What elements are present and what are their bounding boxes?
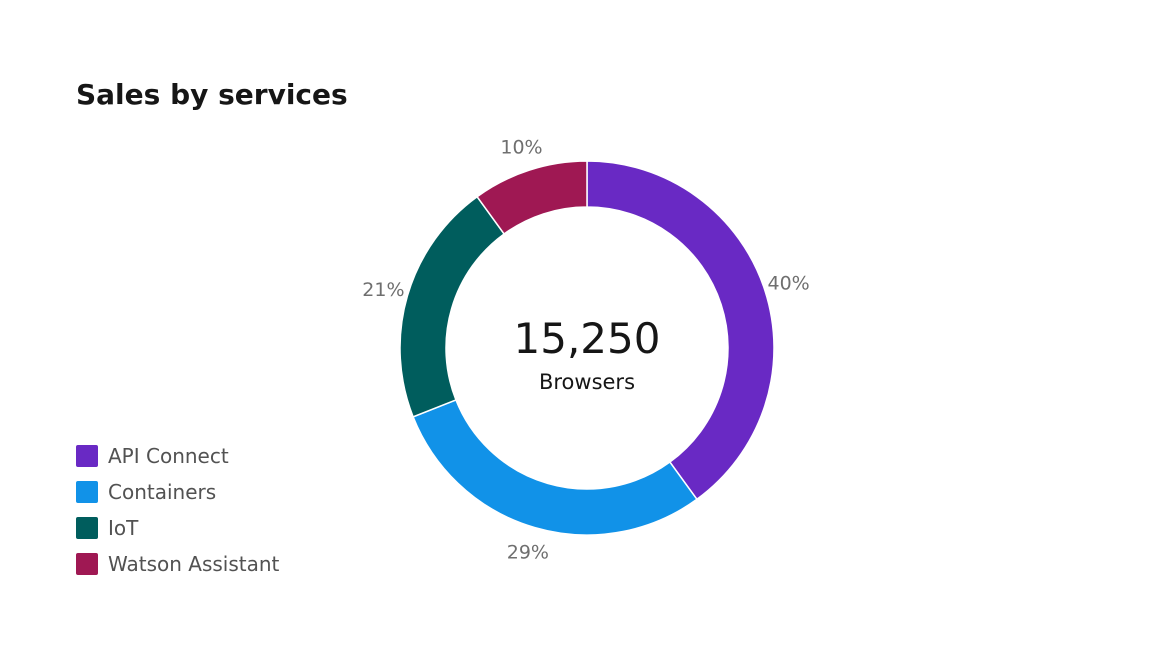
legend-swatch (76, 481, 98, 503)
donut-slice-iot[interactable] (399, 195, 506, 418)
donut-slice-api-connect[interactable] (586, 160, 775, 501)
chart-title: Sales by services (76, 78, 348, 111)
legend-swatch (76, 517, 98, 539)
donut-slices (399, 160, 775, 536)
legend-swatch (76, 445, 98, 467)
legend-label: IoT (108, 516, 139, 540)
donut-slice-watson-assistant[interactable] (476, 160, 588, 235)
slice-value-label: 29% (507, 542, 549, 564)
legend-item-watson-assistant[interactable]: Watson Assistant (76, 546, 279, 582)
legend-item-api-connect[interactable]: API Connect (76, 438, 279, 474)
slice-value-label: 10% (500, 136, 542, 158)
legend-label: Containers (108, 480, 217, 504)
legend-item-iot[interactable]: IoT (76, 510, 279, 546)
legend-swatch (76, 553, 98, 575)
slice-value-label: 40% (768, 272, 810, 294)
slice-value-label: 21% (362, 279, 404, 301)
legend-item-containers[interactable]: Containers (76, 474, 279, 510)
center-total-label: Browsers (539, 370, 635, 394)
donut-slice-containers[interactable] (412, 398, 698, 536)
slice-value-labels: 40% 29% 21% 10% (362, 136, 809, 563)
chart-legend: API Connect Containers IoT Watson Assist… (76, 438, 279, 582)
legend-label: API Connect (108, 444, 229, 468)
legend-label: Watson Assistant (108, 552, 280, 576)
center-total-value: 15,250 (514, 314, 661, 363)
